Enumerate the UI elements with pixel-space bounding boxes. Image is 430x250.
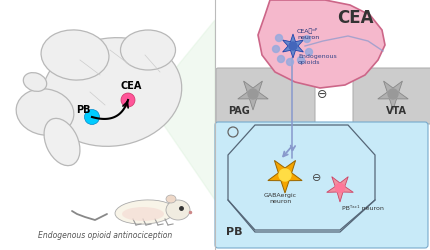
Ellipse shape — [16, 89, 74, 135]
Ellipse shape — [42, 38, 182, 146]
Circle shape — [121, 93, 135, 107]
Circle shape — [298, 56, 304, 64]
Ellipse shape — [166, 195, 176, 203]
Ellipse shape — [166, 200, 190, 220]
Circle shape — [277, 56, 285, 62]
Circle shape — [276, 34, 283, 42]
Circle shape — [248, 89, 258, 99]
Text: PAG: PAG — [228, 106, 250, 116]
FancyBboxPatch shape — [353, 68, 430, 124]
FancyBboxPatch shape — [216, 68, 315, 124]
Circle shape — [286, 58, 294, 66]
Polygon shape — [327, 177, 353, 202]
Polygon shape — [378, 81, 408, 110]
Circle shape — [279, 169, 291, 181]
Text: ⊖: ⊖ — [317, 88, 327, 102]
Polygon shape — [148, 20, 215, 200]
Circle shape — [335, 184, 344, 192]
Ellipse shape — [23, 72, 47, 92]
FancyBboxPatch shape — [215, 122, 428, 248]
Polygon shape — [268, 160, 302, 193]
Text: PBᵀᵃᶜ¹ neuron: PBᵀᵃᶜ¹ neuron — [342, 206, 384, 211]
Text: ⊖: ⊖ — [312, 173, 322, 183]
Text: GABAergic
neuron: GABAergic neuron — [264, 193, 297, 204]
Circle shape — [388, 89, 398, 99]
Text: PB: PB — [226, 227, 243, 237]
Ellipse shape — [122, 207, 164, 221]
Text: CEA: CEA — [337, 9, 373, 27]
Text: CEA: CEA — [120, 81, 142, 91]
Ellipse shape — [120, 30, 175, 70]
Circle shape — [289, 42, 297, 50]
Polygon shape — [258, 0, 385, 88]
Circle shape — [273, 46, 280, 52]
Text: PB: PB — [76, 105, 90, 115]
Circle shape — [67, 64, 143, 140]
Polygon shape — [238, 81, 268, 110]
Circle shape — [304, 36, 310, 43]
Text: Endogenous opioid antinociception: Endogenous opioid antinociception — [38, 231, 172, 240]
Text: Endogenous
opioids: Endogenous opioids — [298, 54, 337, 65]
Text: VTA: VTA — [386, 106, 407, 116]
Ellipse shape — [44, 118, 80, 166]
Polygon shape — [283, 34, 304, 58]
Ellipse shape — [115, 200, 175, 224]
Text: CEAᵜᵒᴾ
neuron: CEAᵜᵒᴾ neuron — [297, 28, 319, 40]
Circle shape — [305, 48, 313, 56]
Circle shape — [85, 110, 99, 124]
Ellipse shape — [41, 30, 109, 80]
